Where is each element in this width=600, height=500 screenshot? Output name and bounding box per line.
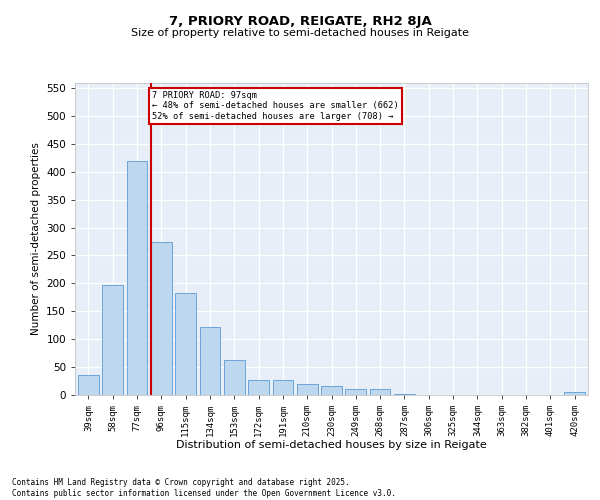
Bar	[127, 160, 148, 395]
Bar	[248, 380, 269, 395]
Bar	[224, 360, 245, 395]
Bar	[321, 386, 342, 395]
Text: 7 PRIORY ROAD: 97sqm
← 48% of semi-detached houses are smaller (662)
52% of semi: 7 PRIORY ROAD: 97sqm ← 48% of semi-detac…	[152, 91, 399, 120]
Bar	[272, 380, 293, 395]
Text: Size of property relative to semi-detached houses in Reigate: Size of property relative to semi-detach…	[131, 28, 469, 38]
Bar	[200, 327, 220, 395]
Bar	[103, 285, 123, 395]
Bar	[346, 390, 366, 395]
Bar	[394, 394, 415, 395]
Text: 7, PRIORY ROAD, REIGATE, RH2 8JA: 7, PRIORY ROAD, REIGATE, RH2 8JA	[169, 15, 431, 28]
Bar	[151, 242, 172, 395]
Bar	[175, 294, 196, 395]
Bar	[78, 376, 99, 395]
Bar	[564, 392, 585, 395]
Y-axis label: Number of semi-detached properties: Number of semi-detached properties	[31, 142, 41, 335]
Bar	[297, 384, 317, 395]
X-axis label: Distribution of semi-detached houses by size in Reigate: Distribution of semi-detached houses by …	[176, 440, 487, 450]
Bar	[370, 390, 391, 395]
Text: Contains HM Land Registry data © Crown copyright and database right 2025.
Contai: Contains HM Land Registry data © Crown c…	[12, 478, 396, 498]
